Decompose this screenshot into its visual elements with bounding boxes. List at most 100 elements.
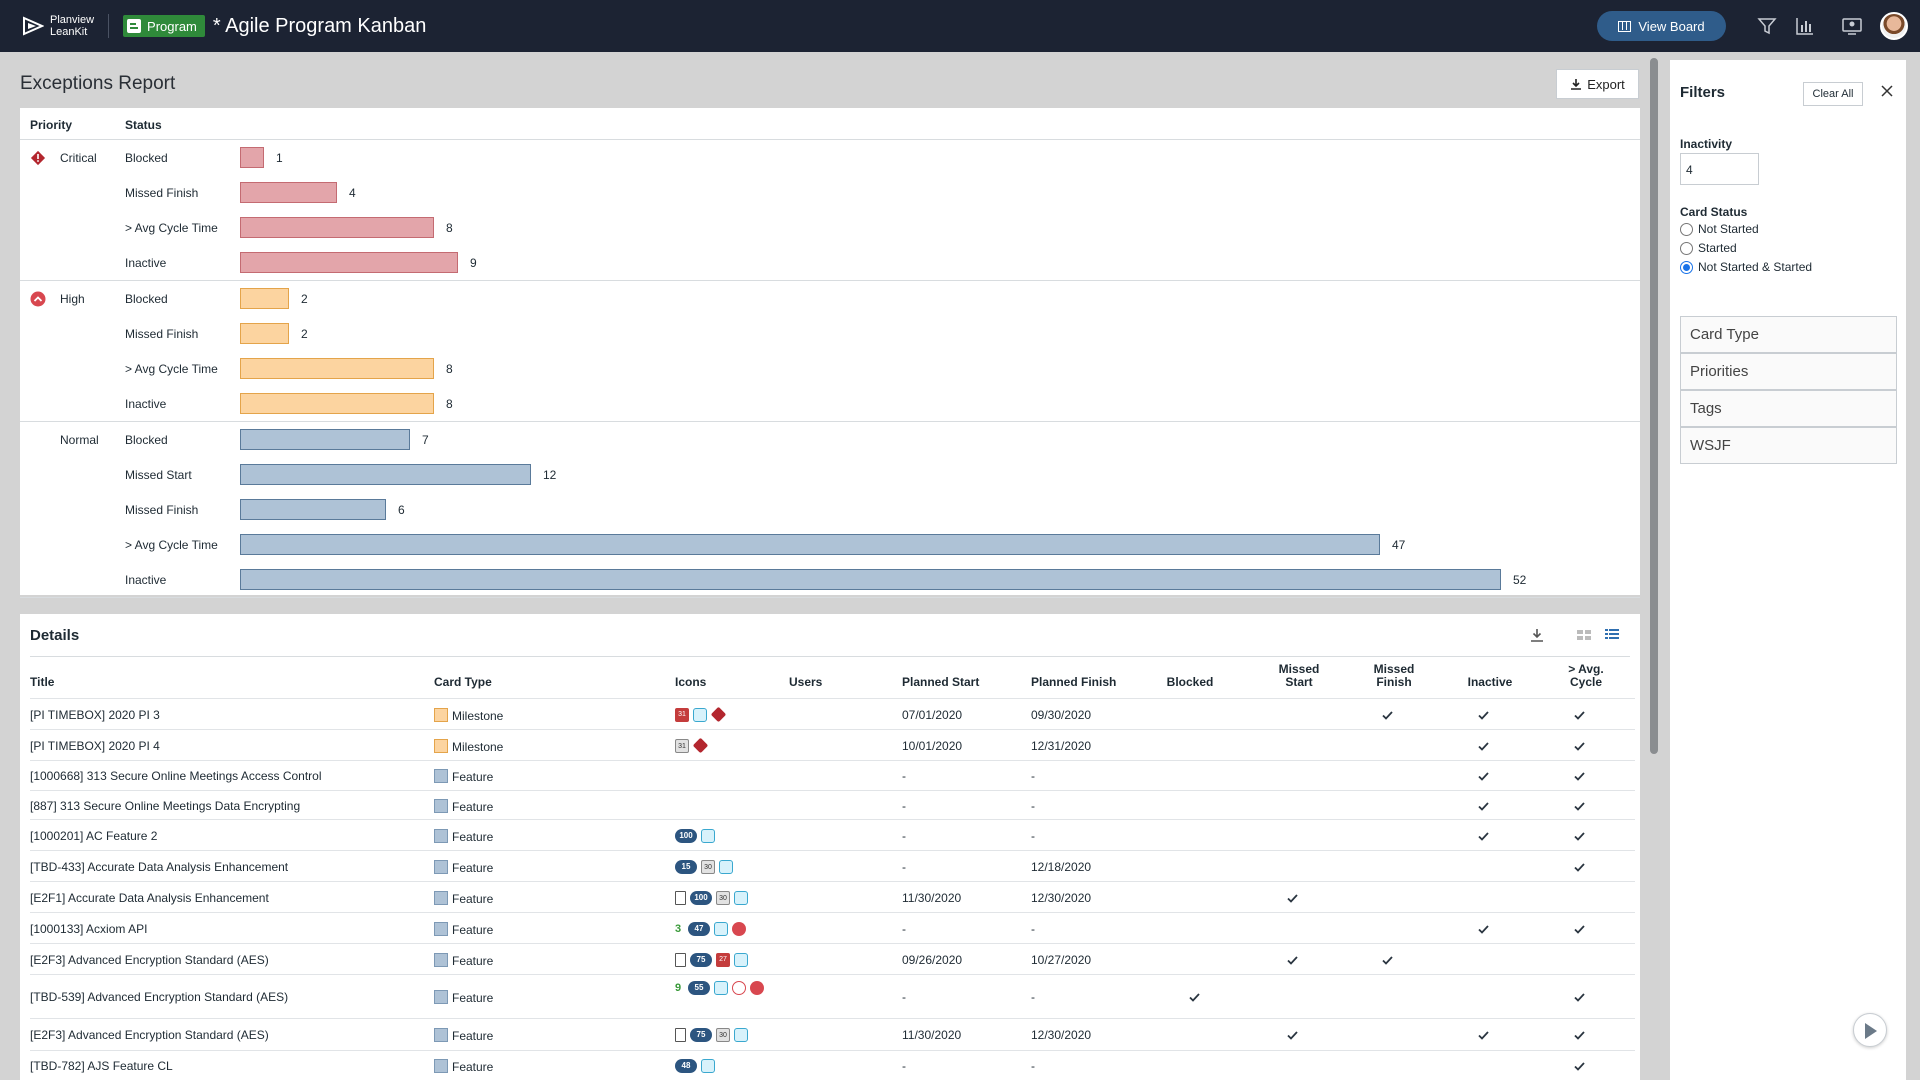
filter-section-tags[interactable]: Tags [1680,390,1897,427]
user-avatar[interactable] [1880,12,1908,40]
table-row[interactable]: [887] 313 Secure Online Meetings Data En… [30,790,1635,819]
radio-button[interactable] [1680,222,1693,236]
th-planned-finish[interactable]: Planned Finish [1031,675,1117,689]
row-title[interactable]: [E2F3] Advanced Encryption Standard (AES… [30,953,269,967]
monitor-user-icon[interactable] [1841,15,1863,37]
exception-bar[interactable] [240,534,1380,555]
exception-bar[interactable] [240,252,458,273]
planned-finish: - [1031,990,1035,1004]
exception-row[interactable]: Missed Finish 4 [20,175,1640,210]
grid-view-icon[interactable] [1576,628,1592,642]
exception-bar[interactable] [240,393,434,414]
table-row[interactable]: [1000668] 313 Secure Online Meetings Acc… [30,760,1635,790]
row-title[interactable]: [887] 313 Secure Online Meetings Data En… [30,799,301,813]
exception-bar[interactable] [240,429,410,450]
scrollbar-thumb[interactable] [1650,58,1658,754]
th-inactive[interactable]: Inactive [1467,675,1513,689]
th-card-type[interactable]: Card Type [434,675,492,689]
exception-bar[interactable] [240,464,531,485]
th-planned-start[interactable]: Planned Start [902,675,980,689]
exception-bar[interactable] [240,182,337,203]
exception-row[interactable]: Inactive 9 [20,245,1640,280]
card-status-option[interactable]: Not Started [1680,222,1759,236]
planview-logo[interactable]: Planview LeanKit [22,14,94,38]
exception-row[interactable]: > Avg Cycle Time 8 [20,351,1640,386]
row-title[interactable]: [PI TIMEBOX] 2020 PI 3 [30,708,160,722]
bar-value-label: 9 [470,256,477,270]
exception-row[interactable]: Inactive 8 [20,386,1640,421]
row-title[interactable]: [TBD-539] Advanced Encryption Standard (… [30,990,289,1004]
exception-row[interactable]: High Blocked 2 [20,281,1640,316]
bar-value-label: 6 [398,503,405,517]
exception-bar[interactable] [240,288,289,309]
row-title[interactable]: [TBD-433] Accurate Data Analysis Enhance… [30,860,289,874]
th-blocked[interactable]: Blocked [1166,675,1214,689]
row-title[interactable]: [1000201] AC Feature 2 [30,829,158,843]
exception-row[interactable]: Normal Blocked 7 [20,422,1640,457]
th-users[interactable]: Users [789,675,823,689]
row-title[interactable]: [E2F1] Accurate Data Analysis Enhancemen… [30,891,269,905]
radio-button[interactable] [1680,241,1693,255]
radio-button[interactable] [1680,260,1693,274]
exception-row[interactable]: > Avg Cycle Time 47 [20,527,1640,562]
filter-section-wsjf[interactable]: WSJF [1680,427,1897,464]
export-button[interactable]: Export [1556,69,1639,99]
filter-section-card-type[interactable]: Card Type [1680,316,1897,353]
program-badge[interactable]: Program [123,15,205,37]
row-title[interactable]: [1000668] 313 Secure Online Meetings Acc… [30,769,322,783]
close-icon[interactable] [1880,84,1894,98]
planned-finish: 12/30/2020 [1031,891,1092,905]
th-icons[interactable]: Icons [675,675,707,689]
exception-row[interactable]: > Avg Cycle Time 8 [20,210,1640,245]
th-missed-start[interactable]: Missed Start [1269,663,1329,689]
table-row[interactable]: [1000201] AC Feature 2 Feature 100 - - [30,819,1635,850]
table-row[interactable]: [PI TIMEBOX] 2020 PI 4 Milestone 31 10/01/2… [30,729,1635,760]
th-avg-cycle[interactable]: > Avg. Cycle [1556,663,1616,689]
exception-bar[interactable] [240,569,1501,590]
view-board-button[interactable]: View Board [1597,11,1726,41]
clear-all-button[interactable]: Clear All [1803,82,1863,106]
card-status-option[interactable]: Not Started & Started [1680,260,1812,274]
planned-start: 09/26/2020 [902,953,963,967]
checkmark-icon [1574,863,1585,872]
th-title[interactable]: Title [30,675,55,689]
exception-row[interactable]: Missed Start 12 [20,457,1640,492]
table-row[interactable]: [PI TIMEBOX] 2020 PI 3 Milestone 31 07/01/2… [30,698,1635,729]
table-row[interactable]: [E2F3] Advanced Encryption Standard (AES… [30,1018,1635,1050]
details-title: Details [30,627,80,644]
th-avg-cycle-line2: Cycle [1569,675,1603,689]
inactivity-input[interactable]: 4 [1680,153,1759,185]
bar-value-label: 4 [349,186,356,200]
row-title[interactable]: [PI TIMEBOX] 2020 PI 4 [30,739,160,753]
card-status-option[interactable]: Started [1680,241,1737,255]
status-label: > Avg Cycle Time [125,538,218,552]
exception-bar[interactable] [240,147,264,168]
exception-row[interactable]: Critical Blocked 1 [20,140,1640,175]
table-row[interactable]: [E2F3] Advanced Encryption Standard (AES… [30,943,1635,974]
exception-bar[interactable] [240,358,434,379]
exception-row[interactable]: Missed Finish 6 [20,492,1640,527]
table-row[interactable]: [TBD-539] Advanced Encryption Standard (… [30,974,1635,1018]
filter-section-priorities[interactable]: Priorities [1680,353,1897,390]
size-badge-icon: 55 [688,981,710,995]
exception-row[interactable]: Inactive 52 [20,562,1640,597]
help-play-button[interactable] [1853,1013,1887,1047]
list-view-icon[interactable] [1604,628,1620,642]
table-row[interactable]: [TBD-782] AJS Feature CL Feature 48 - - [30,1050,1635,1080]
row-title[interactable]: [TBD-782] AJS Feature CL [30,1059,173,1073]
table-row[interactable]: [1000133] Acxiom API Feature 3 47 - - [30,912,1635,943]
row-title[interactable]: [E2F3] Advanced Encryption Standard (AES… [30,1028,269,1042]
th-missed-finish[interactable]: Missed Finish [1364,663,1424,689]
tag-icon [734,1028,748,1042]
download-icon[interactable] [1530,628,1544,642]
row-title[interactable]: [1000133] Acxiom API [30,922,148,936]
exception-bar[interactable] [240,323,289,344]
th-missed-finish-line2: Finish [1376,675,1412,689]
table-row[interactable]: [E2F1] Accurate Data Analysis Enhancemen… [30,881,1635,912]
chart-icon[interactable] [1794,15,1816,37]
table-row[interactable]: [TBD-433] Accurate Data Analysis Enhance… [30,850,1635,881]
exception-bar[interactable] [240,217,434,238]
exception-row[interactable]: Missed Finish 2 [20,316,1640,351]
filter-icon[interactable] [1756,15,1778,37]
exception-bar[interactable] [240,499,386,520]
